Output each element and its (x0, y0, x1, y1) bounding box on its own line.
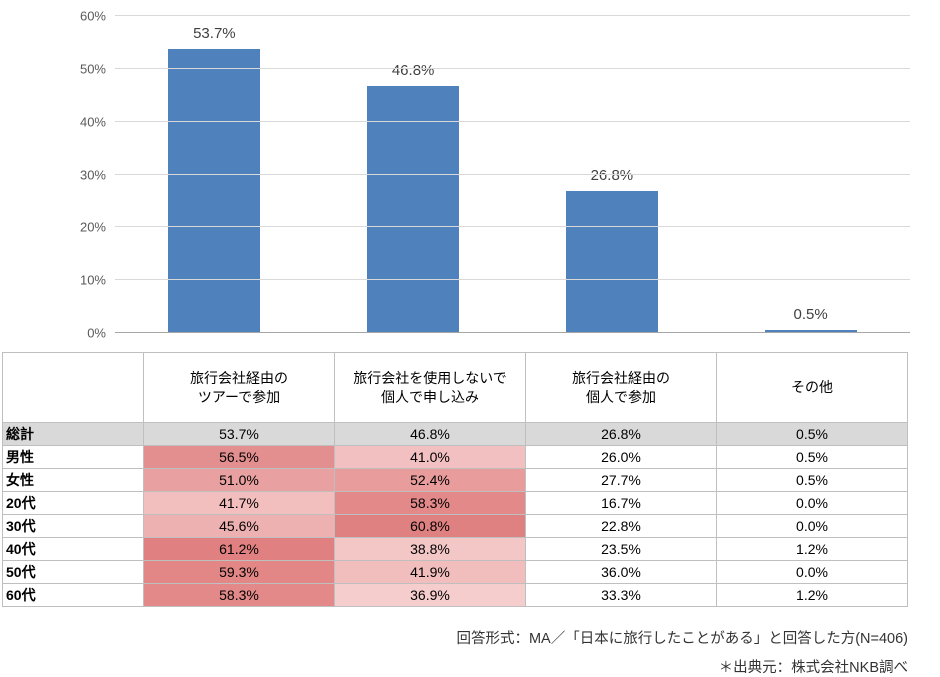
table-cell: 0.0% (716, 491, 908, 515)
chart-plot-area: 53.7% 46.8% 26.8% 0.5% 0% 10% 20% 30% 40% 50% 60% (80, 9, 910, 341)
table-cell: 33.3% (525, 583, 717, 607)
table-row: 20代 41.7% 58.3% 16.7% 0.0% (2, 491, 908, 515)
gridline (115, 120, 910, 122)
y-axis-tick-label: 30% (79, 167, 106, 182)
response-format-note: 回答形式：MA／「日本に旅行したことがある」と回答した方(N=406) (456, 631, 908, 647)
y-axis-tick-label: 60% (79, 8, 106, 24)
table-row: 30代 45.6% 60.8% 22.8% 0.0% (2, 514, 908, 538)
bar-column: 26.8% (513, 16, 712, 333)
bar-data-label: 0.5% (793, 306, 828, 324)
gridline (115, 332, 910, 333)
row-label: 20代 (2, 491, 144, 515)
table-cell: 46.8% (334, 422, 526, 446)
bar (168, 49, 261, 333)
bar-data-label: 26.8% (590, 167, 634, 185)
bar-data-label: 53.7% (193, 25, 236, 43)
table-cell: 52.4% (334, 468, 526, 492)
table-row: 男性 56.5% 41.0% 26.0% 0.5% (2, 445, 908, 469)
data-table: 旅行会社経由の ツアーで参加 旅行会社を使用しないで 個人で申し込み 旅行会社経由の… (2, 352, 908, 607)
table-cell: 38.8% (334, 537, 526, 561)
table-row: 総計 53.7% 46.8% 26.8% 0.5% (2, 422, 908, 446)
table-cell: 60.8% (334, 514, 526, 538)
row-label: 女性 (2, 468, 144, 492)
table-cell: 0.5% (716, 445, 908, 469)
table-cell: 56.5% (143, 445, 335, 469)
table-cell: 59.3% (143, 560, 335, 584)
table-header-row: 旅行会社経由の ツアーで参加 旅行会社を使用しないで 個人で申し込み 旅行会社経由の… (2, 352, 908, 423)
bar (764, 330, 857, 333)
table-cell: 0.5% (716, 422, 908, 446)
column-header: その他 (716, 352, 908, 423)
row-label: 60代 (2, 583, 144, 607)
table-cell: 26.0% (525, 445, 717, 469)
row-label: 30代 (2, 514, 144, 538)
column-header: 旅行会社経由の ツアーで参加 (143, 352, 335, 423)
table-cell: 58.3% (334, 491, 526, 515)
table-cell: 23.5% (525, 537, 717, 561)
y-axis-tick-label: 10% (79, 272, 106, 288)
table-cell: 26.8% (525, 422, 717, 446)
footer-notes: 回答形式：MA／「日本に旅行したことがある」と回答した方(N=406) ＊出典元… (0, 627, 940, 677)
row-label: 40代 (2, 537, 144, 561)
table-cell: 1.2% (716, 537, 908, 561)
row-label: 総計 (2, 422, 144, 446)
table-cell: 36.9% (334, 583, 526, 607)
row-label: 50代 (2, 560, 144, 584)
bar-chart: 53.7% 46.8% 26.8% 0.5% 0% 10% 20% 30% 40% 50% 60% (80, 9, 910, 341)
table-row: 女性 51.0% 52.4% 27.7% 0.5% (2, 468, 908, 492)
y-axis-tick-label: 20% (79, 219, 106, 235)
table-cell: 41.7% (143, 491, 335, 515)
table-row: 60代 58.3% 36.9% 33.3% 1.2% (2, 583, 908, 607)
bar-data-label: 46.8% (391, 61, 435, 79)
table-cell: 58.3% (143, 583, 335, 607)
bar-column: 0.5% (711, 16, 910, 333)
gridline (115, 15, 910, 16)
column-header: 旅行会社経由の 個人で参加 (525, 352, 717, 423)
table-cell: 53.7% (143, 422, 335, 446)
bar (367, 85, 460, 333)
row-label: 男性 (2, 445, 144, 469)
table-corner-cell (2, 352, 144, 423)
y-axis-tick-label: 0% (87, 325, 106, 341)
bar-column: 46.8% (314, 16, 513, 333)
table-cell: 0.0% (716, 514, 908, 538)
table-cell: 16.7% (525, 491, 717, 515)
bar (565, 191, 658, 333)
y-axis-tick-label: 40% (79, 114, 106, 130)
gridline (115, 226, 910, 228)
bars-container: 53.7% 46.8% 26.8% 0.5% (115, 16, 910, 333)
table-cell: 1.2% (716, 583, 908, 607)
gridline (115, 279, 910, 281)
gridline (115, 173, 910, 175)
table-cell: 41.9% (334, 560, 526, 584)
table-row: 40代 61.2% 38.8% 23.5% 1.2% (2, 537, 908, 561)
table-cell: 36.0% (525, 560, 717, 584)
table-cell: 0.5% (716, 468, 908, 492)
column-header: 旅行会社を使用しないで 個人で申し込み (334, 352, 526, 423)
source-note: ＊出典元：株式会社NKB調べ (718, 660, 908, 676)
gridline (115, 67, 910, 69)
table-cell: 0.0% (716, 560, 908, 584)
bar-column: 53.7% (115, 16, 314, 333)
table-cell: 61.2% (143, 537, 335, 561)
table-cell: 51.0% (143, 468, 335, 492)
table-cell: 41.0% (334, 445, 526, 469)
table-cell: 45.6% (143, 514, 335, 538)
y-axis-tick-label: 50% (79, 61, 106, 77)
table-row: 50代 59.3% 41.9% 36.0% 0.0% (2, 560, 908, 584)
table-cell: 22.8% (525, 514, 717, 538)
table-cell: 27.7% (525, 468, 717, 492)
